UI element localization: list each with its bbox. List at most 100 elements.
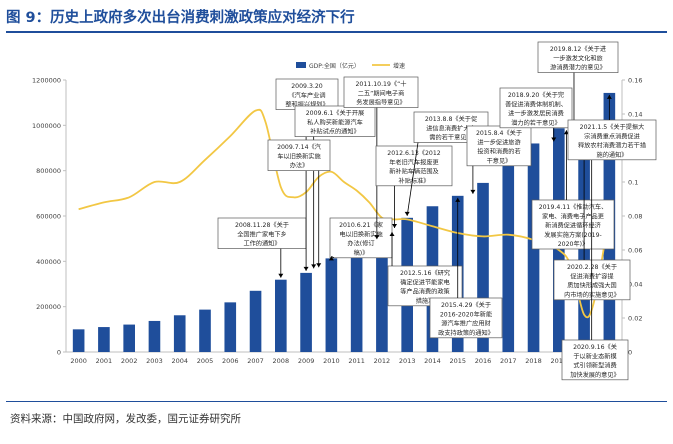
annotation-box (466, 125, 532, 167)
gdp-bar (502, 163, 515, 352)
annotation-text: 2009.7.14《汽 (277, 143, 321, 151)
gdp-growth-chart: 020000040000060000080000010000001200000 … (32, 41, 657, 381)
annotation-text: 式引领新型消费 (573, 362, 616, 370)
annotation-text: 办法》 (290, 162, 309, 170)
gdp-bar (199, 309, 211, 352)
x-axis: 2000 2001 2002 2003 2004 2005 2006 2007 2008 2009… (66, 351, 622, 365)
left-tick-label: 600000 (36, 213, 61, 221)
x-tick-label: 2002 (121, 357, 138, 365)
annotation-text: 施的通知》 (597, 151, 628, 159)
annotation-text: 进一步促进旅游 (477, 138, 520, 146)
annotation-arrowhead (551, 137, 557, 142)
x-tick-label: 2010 (323, 357, 340, 365)
annotation-text: 办法(修订 (347, 240, 374, 248)
annotation-text: 2018.9.20《关于完 (508, 91, 564, 99)
x-tick-label: 2019 (551, 357, 568, 365)
annotation-text: 进信息消费扩大内 (426, 124, 476, 132)
annotation-box (499, 87, 573, 129)
annotation-box (375, 145, 453, 187)
annotation-text: 确定促进节能家电 (400, 278, 450, 286)
annotation-text: 2012.6.13《2012 (387, 150, 440, 157)
source-note: 资料来源：中国政府网，发改委，国元证券研究所 (10, 413, 241, 425)
annotation-text: 《汽车产业调 (288, 91, 325, 99)
annotation-text: 补贴试点的通知》 (310, 128, 360, 136)
annotation-arrowhead (328, 256, 334, 261)
annotation-text: 投资和消费的若 (477, 148, 520, 156)
x-tick-label: 2003 (146, 357, 163, 365)
annotation-arrowhead (455, 197, 461, 202)
x-tick-label: 2007 (247, 357, 264, 365)
right-tick-label: 0.16 (628, 77, 642, 85)
annotation-arrow (331, 256, 335, 259)
gdp-bar (350, 241, 363, 352)
annotation-text: 等产品消费的政策 (400, 288, 450, 296)
annotation-arrowhead (311, 264, 317, 269)
annotation-text: 2008.11.28《关于 (235, 221, 289, 229)
gdp-bar (224, 302, 237, 352)
annotation-text: 发展实施方案(2019- (544, 231, 602, 239)
x-tick-label: 2012 (374, 357, 391, 365)
annotation-box (343, 76, 419, 108)
x-tick-label: 2001 (96, 357, 113, 365)
annotation-text: 于以新业态新模 (573, 352, 616, 360)
right-tick-label: 0.04 (628, 281, 642, 289)
x-tick-label: 2016 (475, 357, 492, 365)
left-tick-label: 1000000 (32, 122, 61, 130)
annotation-arrowhead (303, 266, 309, 271)
annotation-text: 2020.9.16《关 (573, 343, 617, 351)
annotation-text: 宗消费重点消费促进 (584, 132, 640, 140)
annotation-arrow (406, 142, 419, 216)
annotation-text: 一步激发文化和旅 (553, 54, 603, 62)
gdp-bar (376, 230, 388, 352)
annotation-text: 工作的通知》 (243, 240, 280, 248)
gdp-bar (98, 327, 110, 352)
annotation-text: 全国推广家电下乡 (237, 230, 287, 238)
annotation-text: 家电、消费电子产品更 (542, 212, 604, 220)
annotation-text: 整和振兴规划》 (285, 101, 328, 109)
x-tick-label: 2004 (171, 357, 188, 365)
right-tick-label: 0.02 (628, 315, 642, 323)
annotation-box (429, 297, 503, 339)
annotation-text: 2015.8.4《关于 (476, 129, 522, 137)
annotation-text: 稿)》 (354, 249, 369, 257)
annotation-text: 2013.8.8《关于促 (425, 115, 477, 123)
annotation-box (537, 41, 619, 73)
annotation-text: 2011.10.19《“十 (355, 80, 406, 88)
gdp-bar (300, 272, 312, 352)
annotation-text: 车以旧换新实施 (277, 152, 320, 160)
legend-bar-label: GDP:全国（亿元） (309, 62, 360, 70)
left-tick-label: 200000 (36, 303, 61, 311)
x-tick-label: 2005 (197, 357, 214, 365)
x-tick-label: 2008 (273, 357, 290, 365)
legend-line-label: 增速 (393, 62, 405, 70)
annotation-text: 释放农村消费潜力若干措 (578, 142, 646, 150)
left-axis: 0 200000 400000 600000 800000 1000000 1200000 (32, 77, 67, 357)
annotation-text: 私人购买新能源汽车 (307, 118, 363, 126)
annotation-text: 2019.4.11《推动汽车、 (539, 203, 608, 211)
x-tick-label: 2006 (222, 357, 239, 365)
legend-bar-swatch (296, 62, 306, 68)
left-tick-label: 400000 (36, 258, 61, 266)
annotation-text: 新消费促进循环经济 (545, 222, 601, 230)
left-tick-label: 800000 (36, 167, 61, 175)
x-tick-label: 2013 (399, 357, 416, 365)
annotation-text: 2020年)》 (558, 240, 589, 248)
annotation-box (294, 105, 376, 137)
annotation-arrowhead (389, 232, 395, 237)
annotation-text: 2019.8.12《关于进 (550, 45, 606, 53)
x-tick-label: 2015 (449, 357, 466, 365)
annotation-arrowhead (606, 94, 612, 99)
annotation-box (531, 199, 615, 250)
annotation-box (329, 217, 393, 259)
annotation-text: 2009.6.1《关于开展 (306, 109, 365, 117)
x-tick-label: 2018 (525, 357, 542, 365)
annotation-text: 二五”期间电子商 (358, 89, 405, 97)
annotation-text: 政支持政策的通知》 (438, 329, 494, 337)
annotation-arrowhead (316, 263, 322, 268)
annotation-box (267, 139, 331, 171)
